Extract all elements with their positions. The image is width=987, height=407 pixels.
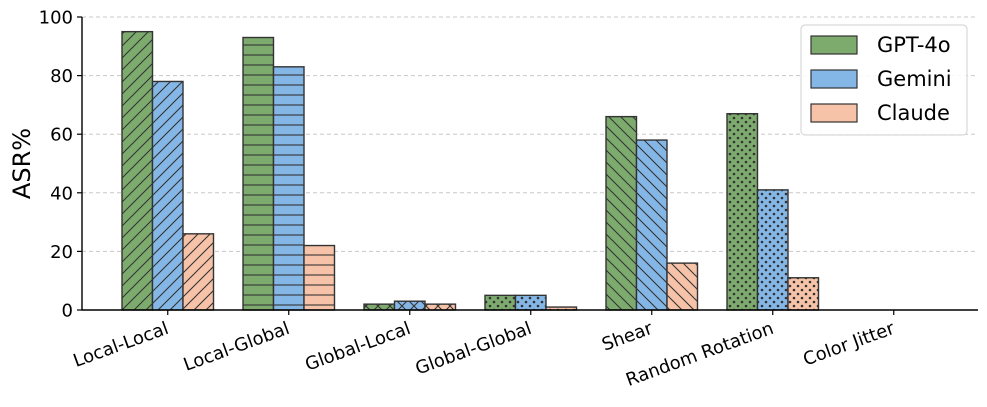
legend-label-1: Gemini — [877, 67, 952, 91]
legend: GPT-4o Gemini Claude — [800, 24, 968, 136]
bar-2-1 — [393, 300, 426, 311]
legend-swatch-0 — [810, 35, 858, 55]
bar-4-2 — [666, 262, 699, 311]
bar-hatch — [515, 295, 546, 310]
y-tick-label-0: 0 — [62, 301, 73, 322]
bar-hatch — [273, 66, 304, 310]
bar-0-2 — [182, 233, 215, 311]
bar-1-0 — [242, 36, 275, 311]
bar-hatch — [485, 295, 516, 310]
bar-hatch — [122, 31, 153, 311]
bar-hatch — [606, 116, 637, 311]
bar-5-0 — [726, 112, 759, 311]
bar-hatch — [757, 189, 788, 310]
x-tick-label-3: Global-Global — [413, 318, 535, 379]
bar-hatch — [183, 233, 214, 310]
bar-5-1 — [756, 189, 789, 311]
legend-swatch-1 — [810, 69, 858, 89]
grid-lines — [82, 16, 978, 252]
bar-2-2 — [424, 303, 457, 311]
bar-hatch — [304, 245, 335, 310]
bar-3-0 — [484, 294, 517, 311]
bar-hatch — [636, 140, 667, 310]
x-tick-label-4: Shear — [599, 318, 656, 356]
bar-4-1 — [635, 139, 668, 311]
x-tick-label-6: Color Jitter — [800, 318, 898, 371]
y-tick-label-1: 20 — [50, 242, 73, 263]
bar-hatch — [788, 277, 819, 310]
y-tick-label-2: 40 — [50, 183, 73, 204]
x-axis-ticks: Local-Local Local-Global Global-Local Globa… — [70, 310, 898, 391]
x-tick-label-1: Local-Global — [181, 318, 293, 376]
bar-1-2 — [303, 244, 336, 311]
bar-hatch — [425, 304, 456, 310]
bars-layer — [121, 30, 820, 311]
bar-1-1 — [272, 66, 305, 311]
bar-hatch — [394, 301, 425, 310]
axes — [81, 17, 978, 311]
y-tick-label-4: 80 — [50, 66, 73, 87]
x-tick-label-2: Global-Local — [302, 318, 413, 376]
y-tick-label-5: 100 — [39, 8, 73, 29]
legend-label-0: GPT-4o — [877, 33, 951, 57]
legend-label-2: Claude — [877, 101, 950, 125]
bar-hatch — [546, 307, 577, 310]
bar-5-2 — [787, 277, 820, 311]
bar-hatch — [243, 37, 274, 310]
bar-3-1 — [514, 294, 547, 311]
bar-2-0 — [363, 303, 396, 311]
bar-0-1 — [151, 80, 184, 311]
y-axis-ticks: 0 20 40 60 80 100 — [39, 8, 82, 322]
bar-hatch — [667, 263, 698, 310]
bar-hatch — [152, 81, 183, 311]
y-axis-label: ASR% — [8, 128, 36, 199]
bar-hatch — [364, 304, 395, 310]
y-tick-label-3: 60 — [50, 125, 73, 146]
x-tick-label-0: Local-Local — [70, 318, 171, 372]
bar-4-0 — [605, 115, 638, 311]
legend-swatch-2 — [810, 103, 858, 123]
bar-0-0 — [121, 30, 154, 311]
bar-hatch — [727, 113, 758, 310]
